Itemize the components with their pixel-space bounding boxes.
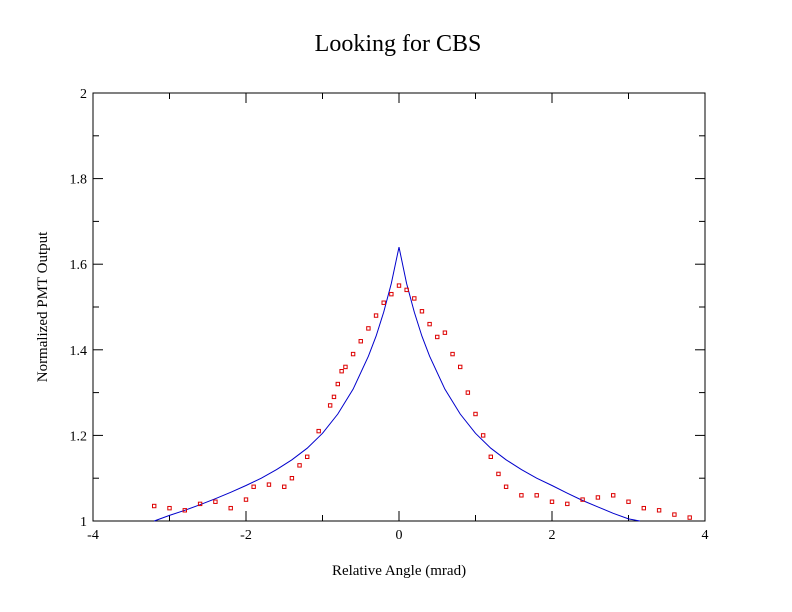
data-point <box>442 330 448 335</box>
series-layer <box>152 246 692 522</box>
data-point <box>339 369 344 374</box>
x-tick-label: 2 <box>549 528 556 543</box>
x-tick-label: 0 <box>396 528 403 543</box>
data-point <box>595 495 601 500</box>
data-point <box>565 501 570 507</box>
data-point <box>611 493 616 498</box>
data-point <box>167 505 172 511</box>
y-tick-label: 1.6 <box>70 258 88 273</box>
y-tick-label: 2 <box>80 87 87 102</box>
data-point <box>534 493 539 498</box>
data-point <box>316 428 321 434</box>
data-point <box>488 454 494 460</box>
model-curve <box>154 246 641 522</box>
data-point <box>580 497 585 502</box>
data-point <box>404 287 409 293</box>
y-axis-label: Normalized PMT Output <box>35 231 51 382</box>
data-point <box>656 508 662 513</box>
axis-ticks: -4 -2 0 2 4 1 1.2 1.4 1.6 1.8 2 <box>70 87 709 543</box>
data-point <box>427 321 432 327</box>
data-point <box>182 508 188 513</box>
data-point <box>327 403 333 408</box>
data-point <box>496 471 501 477</box>
data-point <box>381 300 386 305</box>
data-point <box>343 364 348 370</box>
data-point <box>465 390 471 395</box>
data-point <box>243 497 249 502</box>
y-tick-label: 1.8 <box>70 173 88 188</box>
data-point <box>358 339 363 344</box>
x-tick-label: -2 <box>240 528 252 543</box>
data-point <box>350 351 356 357</box>
data-point <box>687 515 692 520</box>
chart-title: Looking for CBS <box>315 31 482 57</box>
data-point <box>672 512 677 517</box>
data-point <box>419 309 425 314</box>
data-point <box>213 499 218 504</box>
x-axis-label: Relative Angle (mrad) <box>332 563 466 579</box>
data-point <box>626 499 631 504</box>
data-point <box>282 484 287 489</box>
x-tick-label: 4 <box>702 528 709 543</box>
data-point <box>152 503 157 509</box>
data-point <box>519 493 524 498</box>
data-point <box>297 463 302 468</box>
data-point <box>473 411 478 417</box>
data-point <box>396 283 402 288</box>
data-point <box>228 505 233 511</box>
data-point <box>366 326 371 331</box>
data-point <box>305 454 310 460</box>
data-point <box>641 505 646 511</box>
data-point <box>289 476 295 481</box>
data-point <box>389 291 394 297</box>
data-point <box>480 433 486 438</box>
y-tick-label: 1.4 <box>70 344 88 359</box>
data-point <box>412 296 417 301</box>
data-point <box>251 484 256 489</box>
data-point <box>435 334 440 340</box>
data-point <box>450 351 455 357</box>
plot-frame <box>92 92 706 522</box>
data-point <box>549 499 555 504</box>
data-point <box>331 394 337 400</box>
data-point <box>458 364 463 370</box>
data-point <box>503 484 509 489</box>
y-tick-label: 1 <box>80 515 87 530</box>
data-point <box>335 381 341 387</box>
y-tick-label: 1.2 <box>70 429 88 444</box>
x-tick-label: -4 <box>87 528 99 543</box>
data-point <box>373 313 379 318</box>
data-point <box>197 501 203 507</box>
data-point <box>266 482 272 487</box>
